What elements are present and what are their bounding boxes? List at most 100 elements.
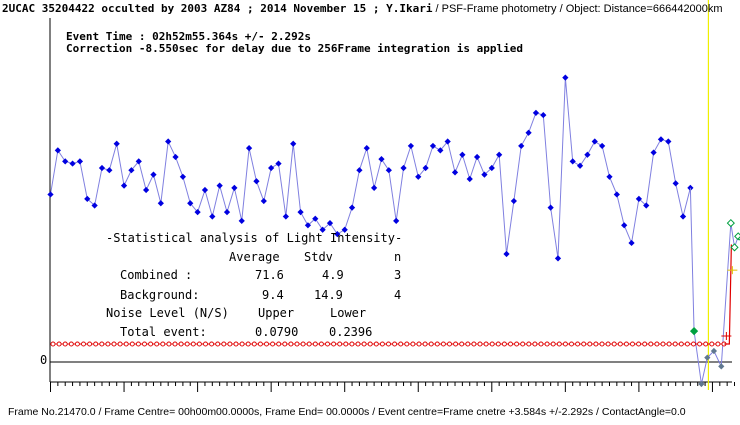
observed-point bbox=[473, 153, 481, 161]
bottom-marker bbox=[704, 354, 711, 361]
observed-point bbox=[665, 138, 672, 145]
model-point bbox=[544, 341, 550, 347]
model-point bbox=[148, 341, 154, 347]
observed-point bbox=[69, 160, 76, 167]
observed-point bbox=[510, 197, 517, 205]
model-point bbox=[434, 341, 440, 347]
model-point bbox=[318, 341, 324, 347]
model-point bbox=[599, 341, 605, 347]
model-point bbox=[123, 341, 129, 347]
observed-point bbox=[216, 182, 223, 189]
model-point bbox=[392, 341, 398, 347]
event-time-annotation: Event Time : 02h52m55.364s +/- 2.292s bbox=[66, 30, 311, 43]
model-point bbox=[178, 341, 184, 347]
observed-point bbox=[282, 213, 289, 220]
observed-point bbox=[679, 213, 687, 220]
noise-lower-label: Lower bbox=[330, 306, 366, 320]
stats-row-stdv: 14.9 bbox=[314, 288, 343, 302]
observed-point bbox=[47, 191, 54, 198]
model-point bbox=[508, 341, 513, 347]
model-point bbox=[550, 341, 556, 347]
model-point bbox=[672, 341, 678, 347]
model-point bbox=[636, 341, 642, 347]
transition-line bbox=[689, 187, 740, 385]
model-point bbox=[587, 341, 593, 347]
model-point bbox=[465, 341, 471, 347]
model-point bbox=[562, 341, 568, 347]
model-point bbox=[684, 341, 690, 347]
noise-upper-label: Upper bbox=[258, 306, 294, 320]
observed-point bbox=[91, 202, 98, 209]
model-point bbox=[233, 341, 239, 347]
model-point bbox=[373, 341, 379, 347]
observed-point bbox=[179, 173, 187, 180]
model-point bbox=[495, 341, 501, 347]
model-point bbox=[355, 341, 361, 347]
model-point bbox=[379, 341, 385, 347]
observed-point bbox=[76, 158, 84, 165]
model-point bbox=[709, 341, 715, 347]
axes bbox=[49, 0, 736, 392]
observed-point bbox=[518, 142, 525, 150]
observed-point bbox=[54, 147, 61, 154]
model-point bbox=[361, 341, 367, 347]
observed-point bbox=[569, 158, 576, 165]
observed-point bbox=[562, 74, 569, 81]
model-point bbox=[135, 341, 141, 347]
model-point bbox=[270, 341, 276, 347]
model-point bbox=[477, 341, 483, 347]
model-point bbox=[215, 341, 221, 347]
observed-point bbox=[231, 184, 238, 191]
model-point bbox=[154, 341, 160, 347]
observed-point bbox=[540, 111, 547, 119]
model-point bbox=[422, 341, 428, 347]
model-point bbox=[312, 341, 318, 347]
observed-point bbox=[503, 250, 510, 258]
model-point bbox=[349, 341, 355, 347]
model-point bbox=[306, 341, 312, 347]
observed-point bbox=[584, 151, 591, 158]
model-point bbox=[416, 341, 422, 347]
model-point bbox=[227, 341, 233, 347]
observed-point bbox=[621, 222, 628, 229]
model-point bbox=[489, 341, 495, 347]
y-zero-label: 0 bbox=[40, 353, 47, 367]
model-point bbox=[111, 341, 117, 347]
model-point bbox=[160, 341, 166, 347]
observed-point bbox=[290, 140, 297, 147]
model-point bbox=[56, 341, 62, 347]
observed-point bbox=[547, 204, 554, 211]
event-marker bbox=[726, 219, 735, 228]
model-point bbox=[642, 341, 648, 347]
observed-point bbox=[672, 180, 679, 187]
model-point bbox=[93, 341, 99, 347]
model-point bbox=[575, 341, 581, 347]
model-point bbox=[660, 341, 666, 347]
model-point bbox=[203, 341, 208, 347]
model-point bbox=[593, 341, 599, 347]
model-point bbox=[440, 341, 446, 347]
model-point bbox=[581, 341, 587, 347]
model-point bbox=[386, 341, 391, 347]
model-point bbox=[337, 341, 343, 347]
stats-box: -Statistical analysis of Light Intensity… bbox=[106, 231, 402, 339]
observed-point bbox=[165, 138, 172, 145]
stats-header-average: Average bbox=[229, 250, 280, 264]
observed-point bbox=[135, 158, 142, 165]
model-point bbox=[556, 341, 562, 347]
observed-point bbox=[606, 173, 613, 180]
model-point bbox=[99, 341, 105, 347]
stats-title: -Statistical analysis of Light Intensity… bbox=[106, 231, 402, 245]
observed-point bbox=[238, 217, 245, 225]
observed-point bbox=[613, 191, 620, 198]
model-point bbox=[166, 341, 172, 347]
observed-point bbox=[393, 217, 400, 225]
observed-point bbox=[106, 167, 113, 174]
model-point bbox=[251, 341, 257, 347]
observed-point bbox=[466, 175, 473, 183]
model-point bbox=[459, 341, 465, 347]
model-point bbox=[300, 341, 306, 347]
model-point bbox=[691, 341, 696, 347]
stats-row-label: Background: bbox=[120, 288, 199, 302]
observed-point bbox=[201, 186, 209, 194]
